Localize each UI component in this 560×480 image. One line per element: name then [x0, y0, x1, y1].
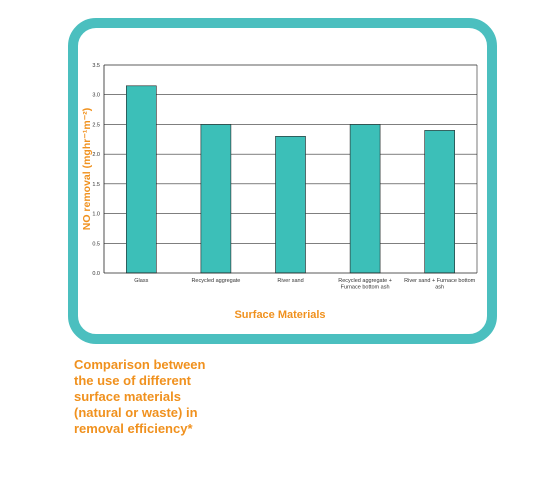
x-tick-label: River sand + Furnace bottom ash — [404, 278, 475, 291]
bar-chart: 0.0 0.5 1.0 1.5 2.0 2.5 3.0 3.5 Glass Recycled ag… — [81, 63, 478, 321]
x-tick-label: Glass — [134, 278, 148, 284]
y-axis-title: NO removal (mghr⁻¹m⁻²) — [81, 108, 93, 231]
y-tick-label: 2.5 — [92, 122, 100, 128]
y-tick-label: 1.5 — [92, 182, 100, 188]
bar — [275, 136, 306, 274]
y-tick-label: 0.0 — [92, 271, 100, 277]
x-axis-title: Surface Materials — [234, 309, 325, 321]
bar — [126, 85, 157, 274]
caption-line-3: surface materials — [74, 389, 181, 404]
y-tick-label: 3.0 — [92, 93, 100, 99]
y-tick-label: 2.0 — [92, 152, 100, 158]
y-tick-label: 3.5 — [92, 63, 100, 69]
caption-line-2: the use of different — [74, 373, 192, 388]
x-tick-label: Recycled aggregate — [191, 278, 240, 284]
bar — [424, 130, 456, 274]
caption-line-5: removal efficiency* — [74, 421, 193, 436]
bar — [200, 124, 232, 274]
x-tick-label: River sand — [277, 278, 303, 284]
caption-line-1: Comparison between — [74, 357, 206, 372]
figure-caption: Comparison between the use of different … — [74, 357, 274, 437]
caption-line-4: (natural or waste) in — [74, 405, 198, 420]
y-tick-label: 1.0 — [92, 212, 100, 218]
x-tick-label: Recycled aggregate + Furnace bottom ash — [338, 278, 392, 291]
bar — [349, 124, 381, 274]
y-tick-label: 0.5 — [92, 241, 100, 247]
